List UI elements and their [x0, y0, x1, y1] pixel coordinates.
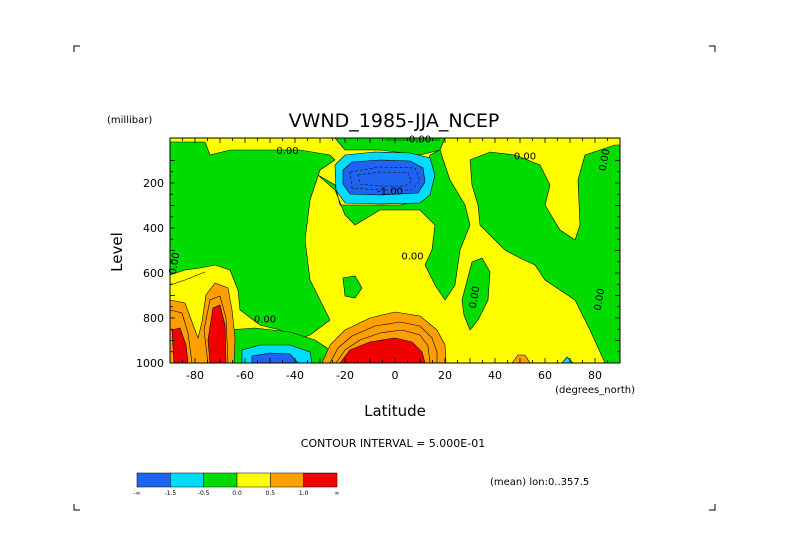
x-axis: -80 -60 -40 -20 0 20 40 60 80 — [169, 138, 621, 382]
colorbar-label: -1.5 — [164, 490, 176, 497]
y-tick-label: 200 — [143, 177, 164, 190]
x-tick-label: -60 — [236, 369, 254, 382]
x-tick-label: 60 — [538, 369, 552, 382]
mean-longitude-text: (mean) lon:0..357.5 — [490, 477, 589, 488]
colorbar-label: 0.5 — [266, 490, 276, 497]
contour-label: 0.00 — [514, 151, 536, 162]
chart-title: VWND_1985-JJA_NCEP — [289, 110, 500, 132]
colorbar-swatch — [170, 472, 204, 488]
colorbar-label: ∞ — [335, 490, 340, 497]
positive-region-south-contours — [169, 295, 229, 364]
colorbar-swatch — [203, 472, 238, 488]
y-tick-label: 800 — [143, 312, 164, 325]
x-unit-label: (degrees_north) — [555, 385, 635, 396]
colorbar-label: 1.0 — [299, 490, 309, 497]
y-tick-label: 600 — [143, 267, 164, 280]
positive-region-south-red-1 — [171, 327, 189, 364]
negative-region-right-low — [461, 257, 491, 331]
y-unit-label: (millibar) — [107, 115, 152, 126]
colorbar-label: -0.5 — [198, 490, 210, 497]
colorbar-label: 0.0 — [232, 490, 242, 497]
x-axis-label: Latitude — [364, 402, 426, 420]
x-tick-label: -40 — [286, 369, 304, 382]
colorbar-swatch — [303, 472, 338, 488]
contour-label: 0.00 — [168, 252, 183, 276]
positive-region-center-contours — [329, 321, 438, 364]
negative-region-lower-blue — [251, 352, 299, 364]
colorbar-swatch — [136, 472, 171, 488]
negative-region-left-upper — [169, 141, 336, 341]
x-tick-label: 20 — [438, 369, 452, 382]
strong-negative-contours — [349, 166, 421, 191]
strong-negative-region-core — [342, 159, 426, 196]
x-tick-label: 0 — [392, 369, 399, 382]
contour-label: 0.00 — [276, 146, 298, 157]
y-tick-label: 1000 — [136, 357, 164, 370]
plot-area — [169, 137, 621, 364]
colorbar-label: -∞ — [133, 490, 140, 497]
colorbar: -∞ -1.5 -0.5 0.0 0.5 1.0 ∞ — [133, 472, 340, 497]
corner-marks — [73, 45, 716, 511]
contour-label: 0.00 — [468, 285, 483, 309]
contour-label: 0.00 — [598, 148, 613, 172]
positive-region-center-red — [339, 337, 426, 364]
zero-contours — [169, 139, 440, 286]
contour-interval-text: CONTOUR INTERVAL = 5.000E-01 — [301, 437, 485, 450]
colorbar-swatch — [236, 472, 271, 488]
x-tick-label: 80 — [588, 369, 602, 382]
contour-label: 0.00 — [401, 252, 423, 263]
colorbar-swatch — [270, 472, 304, 488]
y-axis: 200 400 600 800 1000 — [136, 160, 620, 370]
y-axis-label: Level — [108, 232, 126, 272]
x-tick-label: -20 — [336, 369, 354, 382]
contour-label: -1.00 — [377, 186, 403, 197]
contour-label: 0.00 — [593, 288, 608, 312]
x-tick-label: -80 — [186, 369, 204, 382]
negative-region-small — [342, 275, 363, 299]
y-tick-label: 400 — [143, 222, 164, 235]
contour-label: 0.00 — [254, 315, 276, 326]
x-tick-label: 40 — [488, 369, 502, 382]
